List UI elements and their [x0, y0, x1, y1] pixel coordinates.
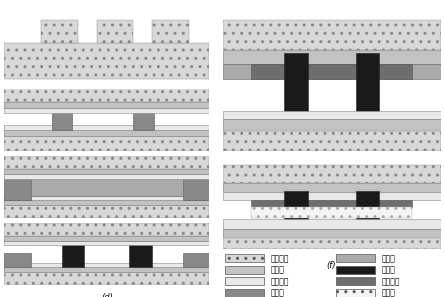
Bar: [4, 178, 31, 200]
Bar: [129, 241, 152, 267]
Bar: [336, 277, 375, 285]
Bar: [225, 266, 264, 274]
Bar: [222, 238, 441, 249]
Text: (e): (e): [326, 169, 337, 178]
Bar: [222, 183, 441, 192]
Bar: [4, 267, 209, 272]
Bar: [4, 102, 209, 108]
Bar: [251, 207, 412, 218]
Bar: [97, 20, 134, 43]
Bar: [4, 174, 209, 178]
Bar: [152, 20, 189, 43]
Text: 介质层: 介质层: [271, 288, 284, 297]
Text: 犍性层: 犍性层: [382, 254, 396, 263]
Bar: [31, 178, 182, 196]
Bar: [336, 255, 375, 263]
Bar: [4, 263, 209, 267]
Bar: [182, 253, 209, 267]
Bar: [4, 169, 209, 174]
Text: 支撑层: 支撑层: [382, 266, 396, 274]
Bar: [222, 192, 441, 200]
Bar: [283, 53, 307, 111]
Bar: [4, 130, 209, 136]
Bar: [4, 43, 209, 79]
Bar: [222, 119, 441, 131]
Bar: [222, 111, 441, 119]
Bar: [336, 266, 375, 274]
Bar: [336, 289, 375, 297]
Bar: [222, 64, 441, 79]
Text: 下部电极: 下部电极: [271, 277, 289, 286]
Bar: [4, 223, 209, 236]
Text: 反射隔膜: 反射隔膜: [382, 277, 400, 286]
Bar: [4, 236, 209, 241]
Text: 缓冲层: 缓冲层: [271, 266, 284, 274]
Bar: [225, 289, 264, 297]
Text: (b): (b): [101, 159, 113, 168]
Bar: [225, 277, 264, 285]
Text: (c): (c): [101, 226, 113, 235]
Bar: [225, 255, 264, 263]
Bar: [134, 113, 154, 130]
Bar: [222, 50, 441, 64]
Text: 側隙层: 側隙层: [382, 288, 396, 297]
Bar: [182, 178, 209, 200]
Bar: [52, 113, 72, 130]
Bar: [4, 196, 209, 200]
Bar: [222, 20, 441, 50]
Bar: [4, 241, 209, 245]
Bar: [251, 64, 412, 79]
Bar: [41, 20, 78, 43]
Bar: [4, 108, 209, 113]
Bar: [222, 229, 441, 238]
Text: (d): (d): [101, 293, 113, 297]
Bar: [62, 241, 84, 267]
Bar: [222, 165, 441, 183]
Bar: [4, 136, 209, 151]
Bar: [222, 131, 441, 151]
Bar: [356, 53, 380, 111]
Bar: [222, 219, 441, 229]
Text: (f): (f): [327, 260, 336, 270]
Text: (a): (a): [101, 94, 113, 103]
Text: 玻璣基板: 玻璣基板: [271, 254, 289, 263]
Bar: [356, 191, 380, 225]
Bar: [4, 272, 209, 285]
Bar: [4, 200, 209, 205]
Bar: [251, 200, 412, 207]
Bar: [4, 205, 209, 218]
Bar: [4, 253, 31, 267]
Bar: [4, 125, 209, 130]
Bar: [4, 88, 209, 102]
Bar: [283, 191, 307, 225]
Bar: [4, 156, 209, 169]
